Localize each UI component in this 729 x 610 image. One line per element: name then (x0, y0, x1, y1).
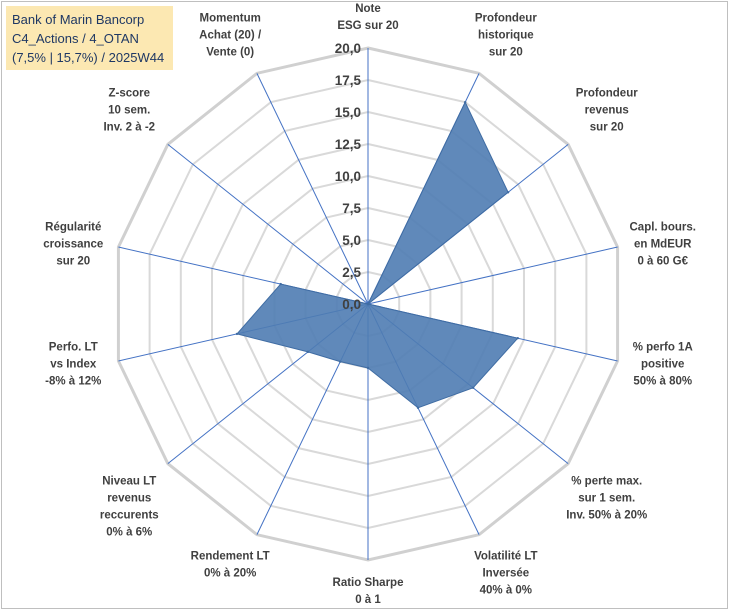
chart-title-line-2: C4_Actions / 4_OTAN (12, 31, 139, 46)
axis-label-line: reccurents (100, 509, 159, 521)
axis-label-10: Perfo. LT vs Index -8% à 12% (45, 342, 101, 388)
axis-label-1: Profondeur historique sur 20 (475, 13, 537, 59)
axis-label-line: positive (641, 359, 684, 371)
axis-labels: Note ESG sur 20 Profondeur historique sur 20… (43, 3, 696, 606)
axis-label-line: 0% à 6% (106, 526, 152, 538)
axis-label-line: Régularité (45, 221, 101, 233)
axis-label-line: Achat (20) / (199, 30, 262, 42)
axis-label-4: % perfo 1A positive 50% à 80% (633, 342, 693, 388)
axis-label-8: Rendement LT 0% à 20% (191, 550, 270, 579)
axis-label-line: Note (355, 3, 381, 15)
series-area (236, 101, 519, 409)
axis-label-line: Inv. 2 à -2 (103, 122, 155, 134)
axis-label-line: 10 sem. (108, 105, 150, 117)
axis-label-line: Ratio Sharpe (333, 577, 404, 589)
axis-label-line: Profondeur (475, 13, 537, 25)
data-point (279, 282, 282, 286)
axis-label-line: Volatilité LT (474, 550, 537, 562)
axis-label-2: Profondeur revenus sur 20 (576, 88, 638, 134)
axis-label-line: Z-score (108, 88, 150, 100)
axis-label-line: 0% à 20% (204, 567, 256, 579)
axis-label-line: sur 20 (590, 122, 624, 134)
tick-label: 20,0 (335, 41, 361, 56)
axis-label-line: 0 à 60 G€ (637, 255, 688, 267)
axis-label-3: Capl. bours. en MdEUR 0 à 60 G€ (630, 221, 696, 267)
axis-label-line: Vente (0) (206, 47, 254, 59)
chart-title-line-1: Bank of Marin Bancorp (12, 12, 145, 27)
tick-label: 7,5 (342, 201, 361, 216)
axis-label-line: Perfo. LT (49, 342, 98, 354)
tick-label: 5,0 (342, 233, 361, 248)
data-point (306, 350, 310, 354)
axis-label-line: Momentum (199, 13, 260, 25)
axis-label-line: en MdEUR (634, 238, 692, 250)
tick-label: 2,5 (342, 265, 361, 280)
tick-label: 0,0 (342, 297, 361, 312)
data-point (463, 100, 467, 104)
tick-label: 15,0 (335, 105, 361, 120)
axis-label-line: sur 20 (56, 255, 90, 267)
radial-tick-labels: 0,0 2,5 5,0 7,5 10,0 12,5 15,0 17,5 20,0 (335, 41, 362, 312)
axis-label-0: Note ESG sur 20 (337, 3, 398, 32)
tick-label: 17,5 (335, 73, 362, 88)
data-point (506, 191, 510, 194)
axis-label-line: -8% à 12% (45, 376, 101, 388)
data-point (366, 302, 370, 306)
data-point (416, 406, 420, 409)
data-point (516, 336, 519, 340)
axis-label-line: % perfo 1A (633, 342, 693, 354)
axis-label-line: sur 1 sem. (578, 492, 635, 504)
axis-label-line: sur 20 (489, 47, 523, 59)
axis-spoke (167, 143, 369, 305)
data-point (235, 332, 239, 336)
axis-label-11: Régularité croissance sur 20 (43, 221, 103, 267)
axis-label-9: Niveau LT revenus reccurents 0% à 6% (100, 475, 159, 538)
series (235, 100, 519, 409)
axis-label-line: Capl. bours. (630, 221, 696, 233)
axis-label-5: % perte max. sur 1 sem. Inv. 50% à 20% (566, 475, 647, 521)
axis-label-13: Momentum Achat (20) / Vente (0) (199, 13, 262, 59)
axis-label-line: historique (478, 30, 534, 42)
axis-label-line: Inv. 50% à 20% (566, 509, 647, 521)
chart-title-line-3: (7,5% | 15,7%) / 2025W44 (12, 50, 165, 65)
tick-label: 12,5 (335, 137, 362, 152)
axis-spoke (367, 246, 618, 305)
axis-label-line: 0 à 1 (355, 594, 381, 606)
axis-label-line: Profondeur (576, 88, 638, 100)
tick-label: 10,0 (335, 169, 361, 184)
axis-label-line: % perte max. (571, 475, 642, 487)
axis-label-6: Volatilité LT Inversée 40% à 0% (474, 550, 537, 596)
axis-label-12: Z-score 10 sem. Inv. 2 à -2 (103, 88, 155, 134)
chart-title-box: Bank of Marin Bancorp C4_Actions / 4_OTA… (6, 6, 173, 70)
axis-label-7: Ratio Sharpe 0 à 1 (333, 577, 404, 606)
axis-label-line: Rendement LT (191, 550, 270, 562)
data-point (471, 386, 475, 389)
axis-label-line: 50% à 80% (633, 376, 692, 388)
data-point (366, 366, 370, 370)
axis-label-line: vs Index (50, 359, 97, 371)
axis-label-line: Niveau LT (102, 475, 156, 487)
axis-label-line: revenus (585, 105, 629, 117)
axis-label-line: ESG sur 20 (337, 20, 398, 32)
axis-label-line: croissance (43, 238, 103, 250)
axis-spoke (256, 73, 369, 305)
data-point (339, 360, 342, 363)
axis-label-line: 40% à 0% (480, 584, 532, 596)
axis-label-line: Inversée (482, 567, 529, 579)
axis-label-line: revenus (107, 492, 151, 504)
